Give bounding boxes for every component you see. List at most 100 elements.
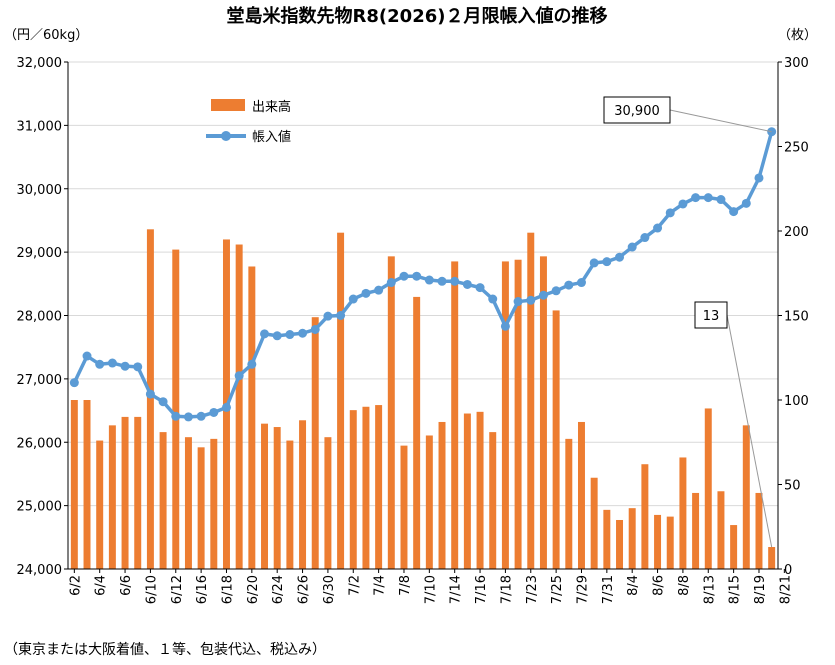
price-point — [272, 331, 282, 341]
price-point — [82, 351, 92, 361]
x-tick-label: 7/16 — [474, 575, 489, 604]
price-point — [627, 242, 637, 252]
volume-bar — [742, 425, 750, 569]
volume-bar — [730, 525, 738, 569]
volume-bar — [83, 400, 91, 569]
volume-bars — [70, 229, 776, 569]
price-callout-leader — [669, 109, 772, 133]
volume-bar — [337, 232, 345, 569]
volume-bar — [146, 229, 154, 569]
legend-line-label: 帳入値 — [252, 129, 291, 145]
price-point — [183, 412, 193, 422]
price-point — [209, 407, 219, 417]
legend-bar-label: 出来高 — [252, 99, 291, 115]
price-point — [551, 286, 561, 296]
x-tick-label: 7/18 — [499, 575, 514, 604]
price-point — [526, 295, 536, 305]
volume-bar — [387, 256, 395, 569]
x-tick-label: 6/10 — [144, 575, 159, 604]
x-tick-label: 8/13 — [702, 575, 717, 604]
x-tick-label: 6/26 — [297, 575, 312, 604]
volume-bar — [501, 261, 509, 569]
volume-bar — [654, 514, 662, 569]
volume-bar — [210, 438, 218, 569]
volume-bar — [463, 413, 471, 569]
right-tick-label: 0 — [784, 563, 792, 578]
left-tick-label: 28,000 — [17, 310, 63, 325]
left-tick-label: 30,000 — [17, 183, 63, 198]
volume-bar — [616, 519, 624, 569]
price-point — [437, 276, 447, 286]
left-tick-label: 25,000 — [17, 500, 63, 515]
x-tick-label: 7/31 — [601, 575, 616, 604]
left-tick-label: 29,000 — [17, 246, 63, 261]
right-tick-label: 50 — [784, 479, 801, 494]
volume-bar — [603, 509, 611, 569]
price-callout-box — [603, 96, 671, 124]
price-point — [310, 324, 320, 334]
chart-title: 堂島米指数先物R8(2026)２月限帳入値の推移 — [227, 5, 608, 27]
legend-bar-swatch — [211, 99, 245, 111]
x-tick-label: 7/25 — [550, 575, 565, 604]
x-tick-label: 8/8 — [677, 575, 692, 596]
price-point — [462, 279, 472, 289]
price-point — [741, 198, 751, 208]
volume-bar — [248, 266, 256, 569]
volume-bar — [451, 261, 459, 569]
price-point — [361, 288, 371, 298]
price-point — [488, 294, 498, 304]
price-point — [196, 411, 206, 421]
volume-bar — [235, 244, 243, 569]
price-point — [703, 193, 713, 203]
price-point — [374, 285, 384, 295]
volume-callout-box — [694, 301, 728, 329]
price-callout-text: 30,900 — [614, 104, 660, 119]
x-tick-label: 7/29 — [575, 575, 590, 604]
price-point — [424, 275, 434, 285]
right-tick-label: 150 — [784, 310, 809, 325]
volume-bar — [438, 421, 446, 569]
price-point — [513, 297, 523, 307]
volume-bar — [286, 440, 294, 569]
price-point — [69, 378, 79, 388]
right-tick-label: 200 — [784, 225, 809, 240]
volume-bar — [514, 259, 522, 569]
price-point — [221, 402, 231, 412]
footnote: （東京または大阪着値、１等、包装代込、税込み） — [4, 641, 326, 658]
left-tick-label: 27,000 — [17, 373, 63, 388]
price-point — [133, 362, 143, 372]
volume-bar — [413, 296, 421, 569]
volume-bar — [197, 447, 205, 569]
volume-bar — [184, 437, 192, 569]
price-point — [285, 330, 295, 340]
left-tick-label: 26,000 — [17, 436, 63, 451]
volume-callout-text: 13 — [703, 309, 720, 324]
volume-bar — [134, 416, 142, 569]
left-tick-label: 32,000 — [17, 56, 63, 71]
volume-bar — [70, 400, 78, 569]
price-point — [120, 361, 130, 371]
volume-bar — [425, 435, 433, 569]
price-point — [538, 290, 548, 300]
right-axis-ticks: 0 50 100 150 200 250 300 — [778, 56, 809, 578]
left-axis-unit: （円／60kg） — [4, 28, 88, 43]
volume-bar — [261, 423, 269, 569]
volume-bar — [299, 420, 307, 569]
volume-bar — [565, 438, 573, 569]
right-tick-label: 100 — [784, 394, 809, 409]
volume-bar — [400, 445, 408, 569]
price-point — [500, 321, 510, 331]
left-tick-label: 24,000 — [17, 563, 63, 578]
price-point — [247, 359, 257, 369]
price-line — [69, 127, 777, 422]
x-tick-label: 6/6 — [119, 575, 134, 596]
x-tick-label: 7/4 — [373, 575, 388, 596]
x-tick-label: 8/15 — [728, 575, 743, 604]
price-point — [602, 257, 612, 267]
price-point — [323, 311, 333, 321]
left-axis-ticks: 24,000 25,000 26,000 27,000 28,000 29,000 30,0… — [17, 56, 68, 578]
volume-bar — [527, 232, 535, 569]
price-point — [589, 258, 599, 268]
volume-bar — [273, 427, 281, 569]
x-tick-label: 6/24 — [271, 575, 286, 604]
